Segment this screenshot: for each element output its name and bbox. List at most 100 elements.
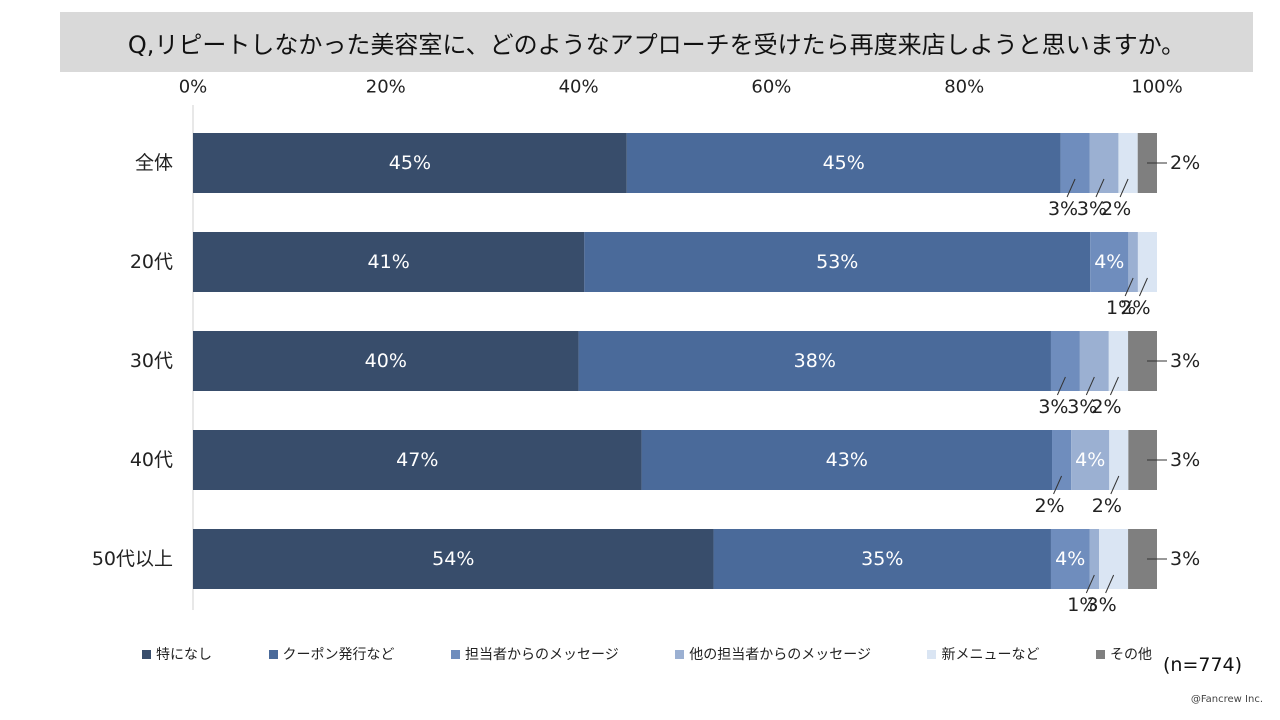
data-label: 2% <box>1101 198 1131 220</box>
x-tick-label: 40% <box>559 77 599 98</box>
leader-line <box>1095 178 1105 198</box>
bar-segment <box>1109 430 1129 490</box>
legend-label: 他の担当者からのメッセージ <box>689 647 871 663</box>
bar-segment <box>193 232 585 292</box>
data-label: 41% <box>368 251 410 273</box>
data-label: 3% <box>1087 594 1117 616</box>
leader-line <box>1056 376 1066 396</box>
data-label: 3% <box>1077 198 1107 220</box>
data-label: 3% <box>1038 396 1068 418</box>
bar-segment <box>578 331 1051 391</box>
leader-line <box>1085 376 1095 396</box>
legend-item: 特になし <box>142 644 212 664</box>
data-label: 45% <box>823 152 865 174</box>
legend-swatch <box>927 649 937 659</box>
leader-line <box>1053 475 1063 495</box>
category-label: 20代 <box>130 251 173 273</box>
bar-segment <box>1128 232 1138 292</box>
data-label: 47% <box>396 449 438 471</box>
legend-item: 担当者からのメッセージ <box>451 644 619 664</box>
bar-segment <box>713 529 1051 589</box>
data-label: 3% <box>1170 350 1200 372</box>
bar-segment <box>1090 232 1129 292</box>
data-label: 2% <box>1091 396 1121 418</box>
bar-segment <box>1099 529 1129 589</box>
data-label: 4% <box>1094 251 1124 273</box>
bar-segment <box>1050 331 1080 391</box>
data-label: 2% <box>1170 152 1200 174</box>
legend-label: クーポン発行など <box>282 647 395 663</box>
legend-item: クーポン発行など <box>268 644 395 664</box>
bar-segment <box>193 133 627 193</box>
bar-segment <box>1108 331 1129 391</box>
bar-segment <box>626 133 1061 193</box>
bar-segment <box>193 430 642 490</box>
data-label: 2% <box>1120 297 1150 319</box>
bar-segment <box>1089 529 1100 589</box>
bar-segment <box>1071 430 1110 490</box>
legend-label: 特になし <box>156 647 212 663</box>
leader-line <box>1085 574 1095 594</box>
x-tick-label: 0% <box>179 77 208 98</box>
legend-item: 他の担当者からのメッセージ <box>675 644 871 664</box>
x-tick-label: 20% <box>366 77 406 98</box>
category-label: 40代 <box>130 449 173 471</box>
data-label: 1% <box>1106 297 1136 319</box>
bar-segment <box>1118 133 1138 193</box>
leader-line <box>1124 277 1134 297</box>
data-label: 4% <box>1075 449 1105 471</box>
data-label: 43% <box>826 449 868 471</box>
bar-segment <box>1089 133 1119 193</box>
data-label: 53% <box>816 251 858 273</box>
data-label: 4% <box>1055 548 1085 570</box>
data-label: 38% <box>794 350 836 372</box>
bar-segment <box>1079 331 1109 391</box>
legend-label: その他 <box>1109 647 1152 663</box>
copyright-text: @Fancrew Inc. <box>1190 694 1263 705</box>
legend-label: 担当者からのメッセージ <box>465 647 619 663</box>
leader-line <box>1119 178 1129 198</box>
chart-legend: 特になし クーポン発行など 担当者からのメッセージ 他の担当者からのメッセージ 新メニュ… <box>142 643 1152 665</box>
data-label: 1% <box>1067 594 1097 616</box>
data-label: 35% <box>861 548 903 570</box>
x-tick-label: 60% <box>751 77 791 98</box>
legend-item: その他 <box>1095 644 1152 664</box>
data-label: 40% <box>365 350 407 372</box>
bar-segment <box>193 529 714 589</box>
bar-segment <box>1050 529 1090 589</box>
x-tick-label: 80% <box>944 77 984 98</box>
leader-line <box>1138 277 1148 297</box>
sample-size-note: (n=774) <box>1163 654 1243 676</box>
leader-line <box>1105 574 1115 594</box>
chart-title-bar: Q,リピートしなかった美容室に、どのようなアプローチを受けたら再度来店しようと思… <box>60 12 1253 72</box>
legend-swatch <box>675 649 685 659</box>
legend-swatch <box>451 649 460 659</box>
data-label: 3% <box>1067 396 1097 418</box>
leader-line <box>1066 178 1076 198</box>
category-label: 30代 <box>130 350 173 372</box>
chart-title: Q,リピートしなかった美容室に、どのようなアプローチを受けたら再度来店しようと思… <box>127 30 1186 59</box>
bar-segment <box>584 232 1091 292</box>
legend-label: 新メニューなど <box>941 647 1040 663</box>
bar-segment <box>193 331 579 391</box>
leader-line <box>1109 376 1119 396</box>
data-label: 3% <box>1170 449 1200 471</box>
leader-line <box>1110 475 1120 495</box>
legend-swatch <box>142 649 151 659</box>
data-label: 3% <box>1048 198 1078 220</box>
legend-item: 新メニューなど <box>927 644 1039 664</box>
bar-segment <box>1060 133 1090 193</box>
data-label: 2% <box>1034 495 1064 517</box>
bar-segment <box>1137 232 1157 292</box>
data-label: 3% <box>1170 548 1200 570</box>
x-tick-label: 100% <box>1131 77 1182 98</box>
category-label: 全体 <box>135 152 173 174</box>
data-label: 2% <box>1092 495 1122 517</box>
data-label: 54% <box>432 548 474 570</box>
bar-segment <box>641 430 1053 490</box>
bar-segment <box>1052 430 1072 490</box>
legend-swatch <box>1095 649 1105 659</box>
category-label: 50代以上 <box>92 548 173 570</box>
legend-swatch <box>268 649 278 659</box>
